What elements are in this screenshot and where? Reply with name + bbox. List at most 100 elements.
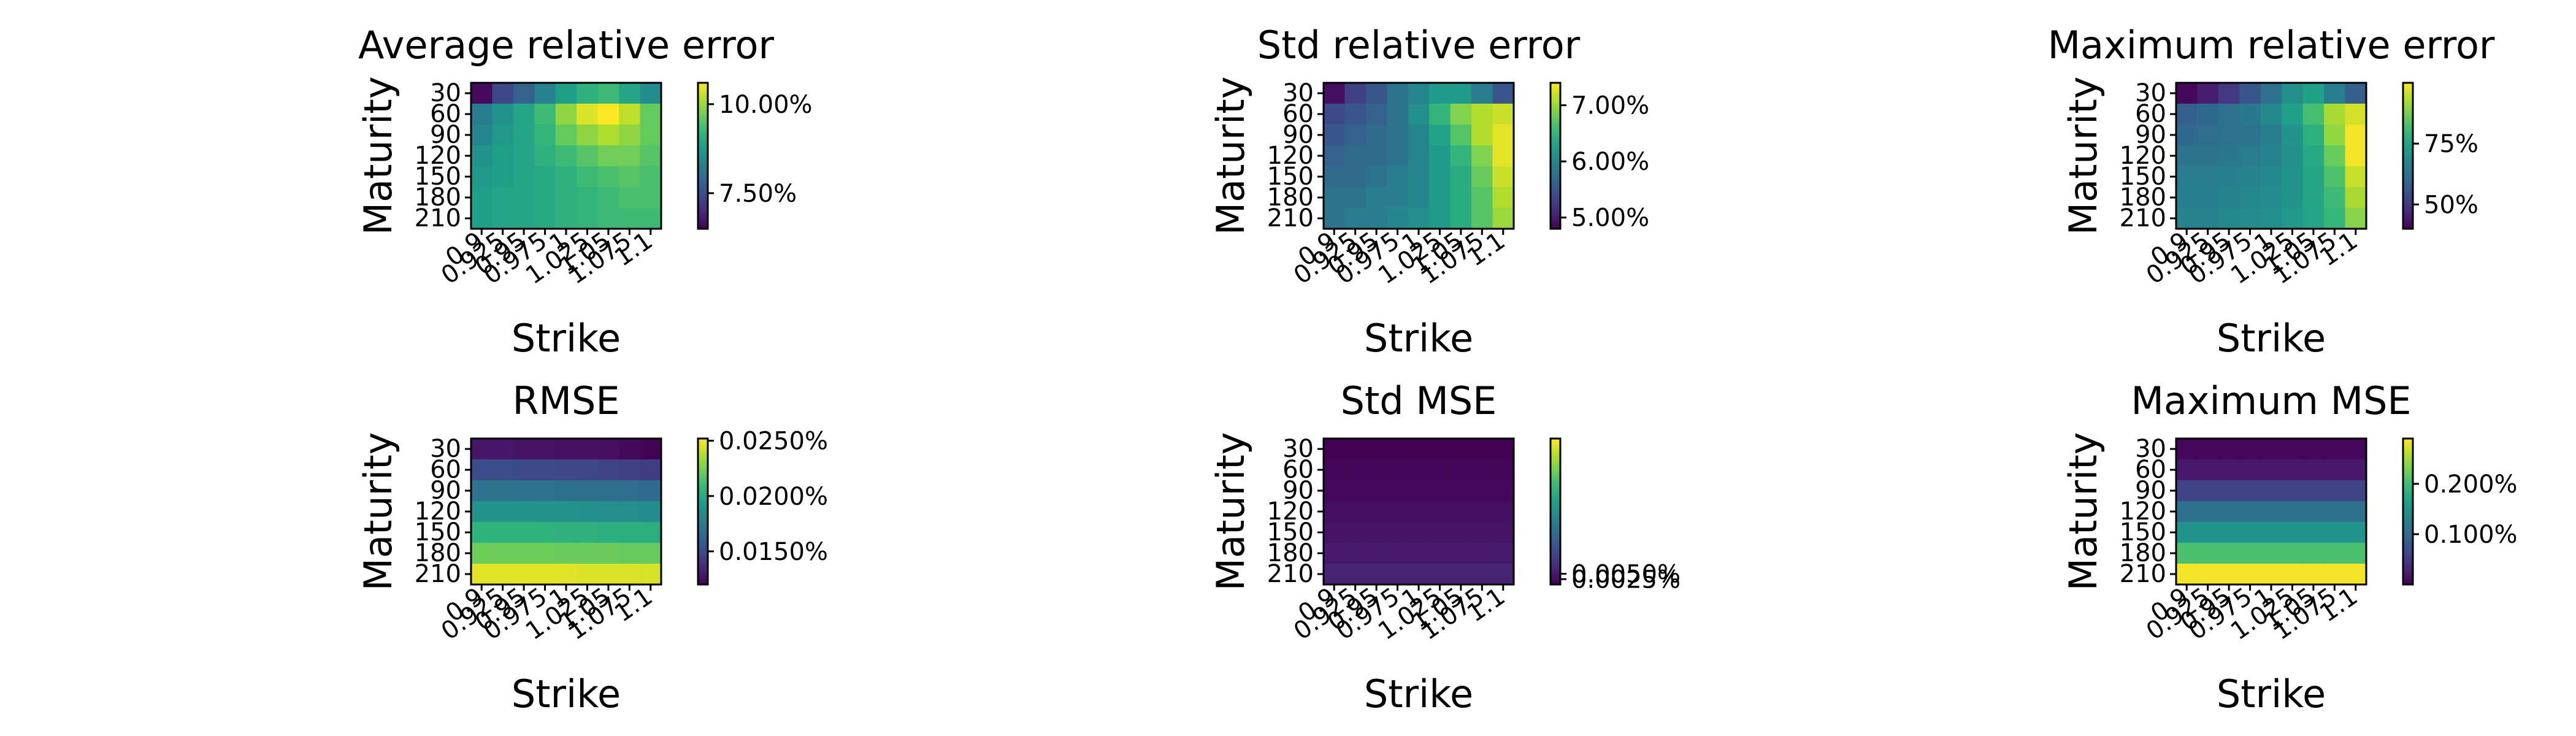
heatmap-cell <box>2302 208 2325 229</box>
y-tick-label: 30 <box>2135 435 2166 463</box>
colorbar-tick-label: 0.0150% <box>719 538 828 566</box>
heatmap-cell <box>2218 501 2240 523</box>
heatmap-cell <box>2345 208 2367 229</box>
heatmap-cell <box>597 145 619 167</box>
heatmap-cell <box>1450 125 1472 146</box>
heatmap-cell <box>597 564 619 585</box>
heatmap-cell <box>597 166 619 188</box>
heatmap-cell <box>1429 145 1451 167</box>
heatmap-cell <box>2282 104 2304 125</box>
heatmap-cell <box>2302 459 2325 481</box>
heatmap-cell <box>492 125 514 146</box>
heatmap-cell <box>513 104 535 125</box>
heatmap-cell <box>1408 459 1430 481</box>
heatmap-cell <box>1408 145 1430 167</box>
colorbar-frame <box>1549 437 1562 586</box>
heatmap-cell <box>2302 104 2325 125</box>
heatmap-cell <box>1344 522 1367 543</box>
colorbar-frame <box>1549 82 1562 230</box>
y-tick-label: 180 <box>1267 183 1314 212</box>
heatmap-cell <box>2176 522 2198 543</box>
heatmap-cell <box>555 543 577 564</box>
heatmap-cell <box>2239 459 2261 481</box>
colorbar-tick-label: 0.200% <box>2424 470 2518 499</box>
y-tick-label: 30 <box>1282 79 1314 107</box>
heatmap-cell <box>1365 208 1387 229</box>
heatmap-cell <box>2239 439 2261 460</box>
heatmap-cell <box>640 522 662 543</box>
heatmap-cell <box>555 208 577 229</box>
heatmap-cell <box>597 439 619 460</box>
heatmap-panel-4: RMSE3060901201501802100.90.9250.950.9751… <box>356 378 828 716</box>
y-tick-label: 90 <box>1282 477 1314 505</box>
heatmap-cell <box>2260 543 2282 564</box>
heatmap-cell <box>1344 83 1367 104</box>
heatmap-cell <box>513 125 535 146</box>
heatmap-cell <box>640 501 662 523</box>
heatmap-cell <box>2197 83 2219 104</box>
colorbar-tick-label: 75% <box>2424 130 2478 158</box>
heatmap-cell <box>513 480 535 502</box>
colorbar-tick-label: 0.0025% <box>1571 565 1681 594</box>
colorbar-tick-label: 10.00% <box>719 91 813 119</box>
heatmap-cell <box>2239 208 2261 229</box>
heatmap-cell <box>2197 543 2219 564</box>
heatmap-cell <box>1387 543 1409 564</box>
y-tick-label: 120 <box>2120 497 2166 526</box>
heatmap-cell <box>1324 439 1346 460</box>
heatmap-cell <box>492 543 514 564</box>
y-tick-label: 210 <box>415 560 461 588</box>
y-axis-label: Maturity <box>2061 77 2106 236</box>
heatmap-cell <box>2282 439 2304 460</box>
y-tick-label: 120 <box>415 497 461 526</box>
heatmap-cell <box>1492 145 1514 167</box>
y-tick-label: 210 <box>2120 560 2166 588</box>
heatmap-cell <box>2302 83 2325 104</box>
colorbar-frame <box>697 437 709 586</box>
y-tick-label: 30 <box>2135 79 2166 107</box>
heatmap-cell <box>597 208 619 229</box>
y-tick-label: 90 <box>2135 477 2166 505</box>
heatmap-cell <box>534 166 556 188</box>
heatmap-cell <box>492 522 514 543</box>
heatmap-cell <box>1492 125 1514 146</box>
heatmap-cell <box>2324 439 2346 460</box>
heatmap-cell <box>2197 459 2219 481</box>
heatmap-cell <box>2176 125 2198 146</box>
heatmap-cell <box>1429 104 1451 125</box>
heatmap-cell <box>1450 208 1472 229</box>
heatmap-cell <box>2302 439 2325 460</box>
heatmap-cell <box>1492 480 1514 502</box>
heatmap-cell <box>2197 439 2219 460</box>
heatmap-cell <box>555 480 577 502</box>
heatmap-cell <box>577 104 599 125</box>
panel-title: Std MSE <box>1341 378 1497 423</box>
heatmap-cell <box>1344 166 1367 188</box>
y-tick-label: 120 <box>415 142 461 170</box>
heatmap-cell <box>555 187 577 209</box>
colorbar-tick-label: 0.0250% <box>719 427 828 456</box>
heatmap-cell <box>2324 83 2346 104</box>
heatmap-cell <box>2302 543 2325 564</box>
heatmap-cell <box>2324 145 2346 167</box>
heatmap-cell <box>513 208 535 229</box>
heatmap-cell <box>513 439 535 460</box>
heatmap-cell <box>1408 480 1430 502</box>
heatmap-cell <box>1365 83 1387 104</box>
heatmap-cell <box>2302 125 2325 146</box>
heatmap-cell <box>1365 564 1387 585</box>
heatmap-cell <box>2239 501 2261 523</box>
heatmap-cell <box>2218 208 2240 229</box>
y-tick-label: 90 <box>1282 121 1314 149</box>
heatmap-cell <box>1365 145 1387 167</box>
colorbar <box>2403 439 2413 585</box>
heatmap-cell <box>2218 83 2240 104</box>
heatmap-cell <box>2239 187 2261 209</box>
heatmap-cell <box>471 187 493 209</box>
heatmap-cell <box>513 543 535 564</box>
heatmap-cell <box>1365 522 1387 543</box>
heatmap-cell <box>2345 104 2367 125</box>
heatmap-cell <box>1492 439 1514 460</box>
heatmap-cell <box>2302 501 2325 523</box>
